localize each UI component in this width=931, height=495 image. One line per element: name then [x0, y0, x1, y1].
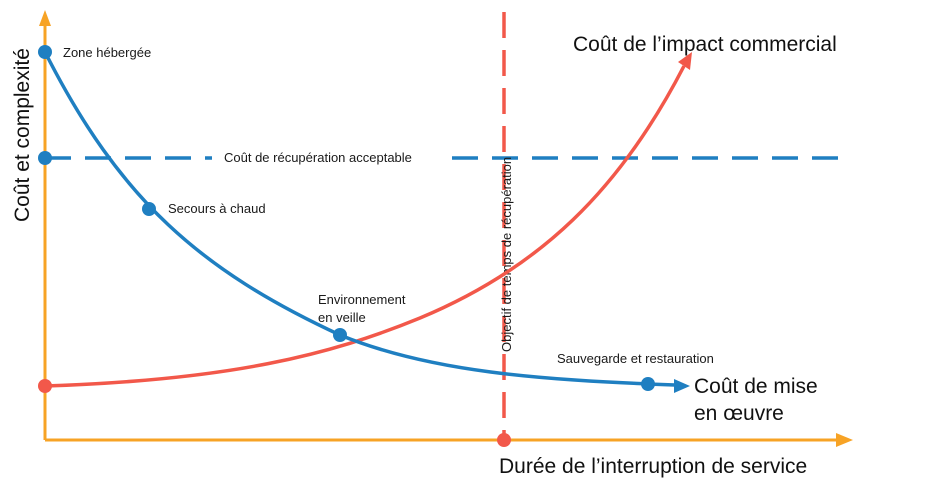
business-impact-arrow-icon — [678, 52, 692, 70]
point-business-origin — [38, 379, 52, 393]
point-standby-env — [333, 328, 347, 342]
y-axis-arrow-icon — [39, 10, 51, 26]
business-impact-curve — [44, 65, 686, 388]
standby-env-label-line1: Environnement — [318, 292, 406, 307]
point-rto — [497, 433, 511, 447]
point-backup-restore — [641, 377, 655, 391]
standby-env-label-line2: en veille — [318, 310, 366, 325]
point-hot-standby — [142, 202, 156, 216]
business-impact-label: Coût de l’impact commercial — [573, 33, 837, 56]
x-axis-label: Durée de l’interruption de service — [499, 455, 807, 478]
implementation-arrow-icon — [674, 379, 690, 393]
implementation-label-line2: en œuvre — [694, 402, 784, 425]
rto-label: Objectif de temps de récupération — [499, 157, 514, 352]
point-acceptable-cost — [38, 151, 52, 165]
hot-standby-label: Secours à chaud — [168, 201, 266, 216]
acceptable-cost-label: Coût de récupération acceptable — [224, 150, 412, 165]
point-hosted-zone — [38, 45, 52, 59]
y-axis-label: Coût et complexité — [11, 48, 34, 222]
x-axis-arrow-icon — [836, 433, 853, 447]
implementation-label-line1: Coût de mise — [694, 375, 818, 398]
implementation-cost-curve — [43, 51, 676, 387]
axes — [39, 10, 853, 447]
hosted-zone-label: Zone hébergée — [63, 45, 151, 60]
backup-restore-label: Sauvegarde et restauration — [557, 351, 714, 366]
